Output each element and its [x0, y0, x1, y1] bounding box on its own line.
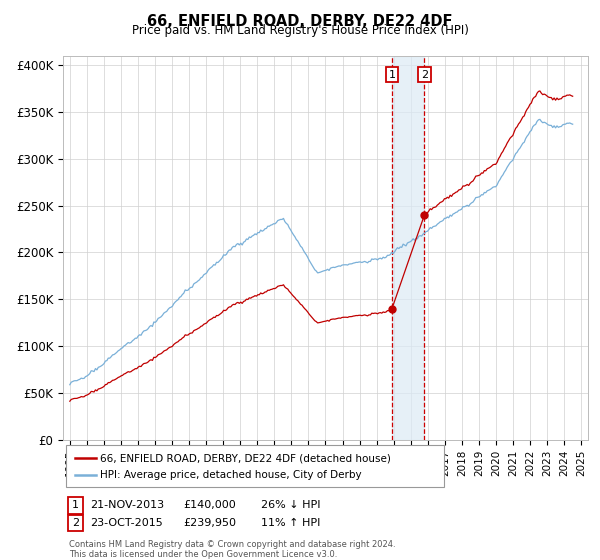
Text: £239,950: £239,950 [183, 518, 236, 528]
Text: 2: 2 [421, 69, 428, 80]
Text: 11% ↑ HPI: 11% ↑ HPI [261, 518, 320, 528]
Text: HPI: Average price, detached house, City of Derby: HPI: Average price, detached house, City… [100, 470, 362, 480]
Text: This data is licensed under the Open Government Licence v3.0.: This data is licensed under the Open Gov… [69, 550, 337, 559]
Bar [392, 56, 424, 440]
Text: 66, ENFIELD ROAD, DERBY, DE22 4DF (detached house): 66, ENFIELD ROAD, DERBY, DE22 4DF (detac… [100, 453, 391, 463]
Text: 66, ENFIELD ROAD, DERBY, DE22 4DF: 66, ENFIELD ROAD, DERBY, DE22 4DF [147, 14, 453, 29]
Text: 1: 1 [72, 500, 79, 510]
Text: Contains HM Land Registry data © Crown copyright and database right 2024.: Contains HM Land Registry data © Crown c… [69, 540, 395, 549]
Text: 21-NOV-2013: 21-NOV-2013 [90, 500, 164, 510]
Text: 2: 2 [72, 518, 79, 528]
Text: 26% ↓ HPI: 26% ↓ HPI [261, 500, 320, 510]
Text: 1: 1 [388, 69, 395, 80]
Text: 23-OCT-2015: 23-OCT-2015 [90, 518, 163, 528]
Text: Price paid vs. HM Land Registry's House Price Index (HPI): Price paid vs. HM Land Registry's House … [131, 24, 469, 37]
Text: £140,000: £140,000 [183, 500, 236, 510]
